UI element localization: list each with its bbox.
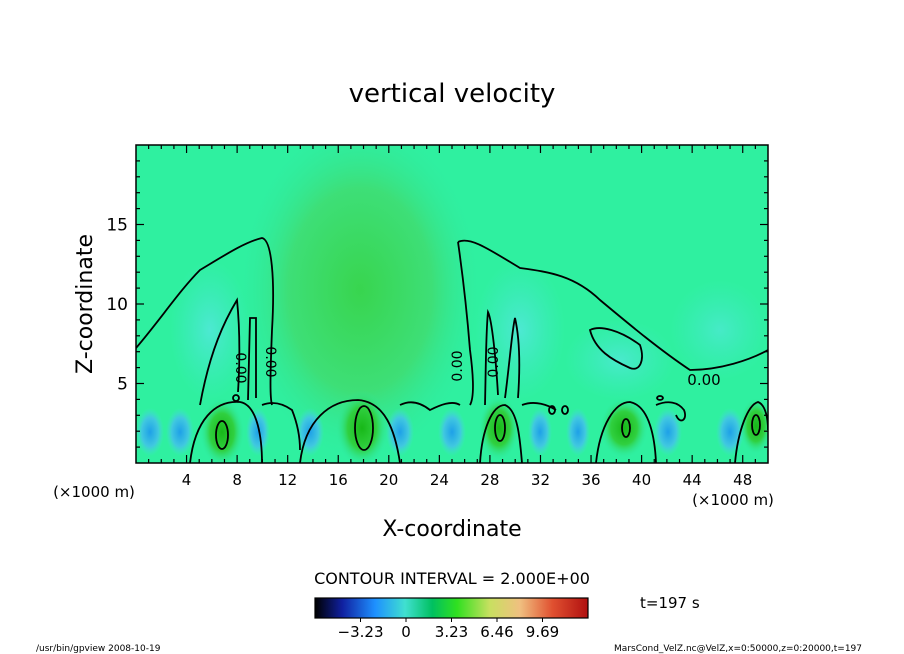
- time-label: t=197 s: [640, 594, 700, 612]
- contour-line: [232, 394, 240, 402]
- x-tick-label: 36: [581, 471, 600, 489]
- y-axis-ticks: 5 10 15: [106, 160, 768, 448]
- colorbar-tick-label: −3.23: [338, 623, 384, 641]
- footer-right: MarsCond_VelZ.nc@VelZ,x=0:50000,z=0:2000…: [614, 644, 862, 654]
- contour-line: [484, 308, 499, 406]
- downdraft-patch: [566, 408, 590, 456]
- contour-line: [751, 414, 761, 436]
- downdraft-patch: [654, 408, 682, 456]
- contour-label: 0.00: [687, 371, 720, 389]
- contour-line: [354, 405, 374, 451]
- colorbar-tick-label: 9.69: [526, 623, 559, 641]
- cyan-region: [475, 260, 565, 400]
- contour-line: [479, 404, 523, 463]
- y-tick-label: 15: [106, 216, 128, 236]
- contour-line: [504, 317, 521, 399]
- x-tick-label: 8: [232, 471, 242, 489]
- contour-line: [561, 405, 569, 415]
- colorbar-ticks: −3.23 0 3.23 6.46 9.69: [338, 618, 559, 641]
- cyan-region: [170, 260, 250, 400]
- updraft-core: [479, 396, 519, 460]
- contour-line: [588, 327, 643, 370]
- contour-label: 0.00: [262, 346, 278, 377]
- x-axis-unit: (×1000 m): [53, 483, 135, 501]
- x-tick-label: 44: [683, 471, 702, 489]
- contour-lines: [136, 237, 768, 463]
- downdraft-patch: [246, 408, 270, 456]
- x-tick-label: 28: [480, 471, 499, 489]
- y-axis-unit: (×1000 m): [692, 491, 774, 509]
- cyan-region: [565, 320, 675, 400]
- contour-line: [521, 402, 557, 411]
- x-tick-label: 20: [379, 471, 398, 489]
- contour-line: [189, 401, 263, 463]
- contour-line: [655, 401, 686, 422]
- downdraft-patch: [136, 408, 164, 456]
- central-updraft-column: [240, 145, 480, 460]
- colorbar-tick-label: 6.46: [480, 623, 513, 641]
- contour-label: 0.00: [486, 346, 502, 377]
- downdraft-patch: [386, 408, 414, 456]
- contour-line: [548, 405, 556, 415]
- contour-line: [621, 418, 631, 438]
- x-tick-label: 40: [632, 471, 651, 489]
- y-axis-label: Z-coordinate: [73, 234, 98, 374]
- chart-title: vertical velocity: [349, 79, 556, 109]
- colorbar-tick-label: 3.23: [435, 623, 468, 641]
- updraft-core: [336, 390, 388, 463]
- downdraft-patch: [166, 408, 194, 456]
- x-tick-label: 16: [329, 471, 348, 489]
- x-tick-label: 12: [278, 471, 297, 489]
- contour-line: [199, 297, 241, 406]
- y-tick-label: 5: [117, 375, 128, 395]
- contour-label: 0.00: [232, 352, 248, 383]
- contour-line: [595, 401, 657, 463]
- contour-line: [215, 420, 229, 450]
- footer-left: /usr/bin/gpview 2008-10-19: [36, 644, 161, 654]
- updraft-core: [200, 398, 244, 463]
- y-tick-label: 10: [106, 295, 128, 315]
- contour-line: [656, 395, 664, 401]
- contour-line: [247, 317, 257, 401]
- contour-interval-label: CONTOUR INTERVAL = 2.000E+00: [314, 569, 590, 588]
- contour-line: [457, 239, 768, 371]
- contour-line: [136, 237, 274, 406]
- x-axis-ticks: 4 8 12 16 20 24 28 32 36 40 44 48: [148, 145, 756, 489]
- colorbar-tick-label: 0: [401, 623, 411, 641]
- contour-line: [261, 402, 301, 451]
- x-tick-label: 4: [182, 471, 192, 489]
- x-tick-label: 32: [531, 471, 550, 489]
- contour-line: [457, 241, 474, 406]
- contour-line: [299, 399, 401, 463]
- updraft-core: [740, 398, 768, 454]
- contour-line: [494, 414, 506, 442]
- colorbar: [314, 597, 589, 619]
- downdraft-patch: [438, 408, 466, 456]
- x-axis-label: X-coordinate: [382, 517, 521, 542]
- plot-field: [136, 145, 768, 463]
- downdraft-patch: [528, 408, 552, 456]
- cyan-region: [670, 280, 768, 380]
- x-tick-label: 48: [733, 471, 752, 489]
- x-tick-label: 24: [430, 471, 449, 489]
- contour-line: [399, 401, 461, 412]
- contour-label: 0.00: [450, 350, 466, 381]
